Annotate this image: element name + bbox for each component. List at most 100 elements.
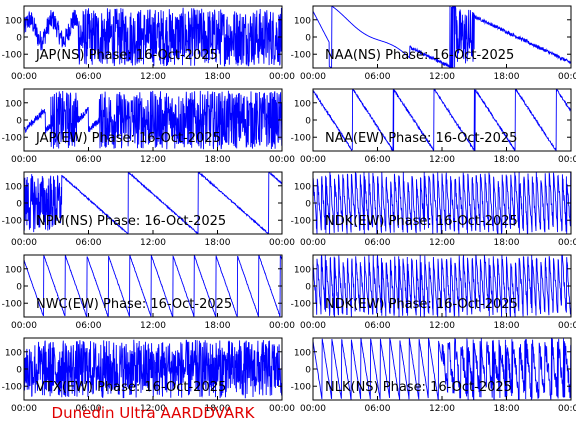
x-tick-label: 00:00 — [11, 238, 37, 248]
panel-ndk-ew: -100 0 100 00:00 06:00 12:00 18:00 00:00 NDK(EW)… — [291, 254, 576, 331]
panel-title: NWC(EW) Phase: 16-Oct-2025 — [36, 297, 232, 312]
panel-title: NAA(EW) Phase: 16-Oct-2025 — [325, 131, 517, 146]
x-tick-label: 18:00 — [205, 72, 231, 82]
footer-label: Dunedin Ultra AARDDVARK — [51, 404, 255, 422]
y-tick-label: 0 — [305, 283, 311, 293]
y-tick-label: -100 — [2, 134, 23, 144]
x-tick-label: 00:00 — [11, 72, 37, 82]
x-tick-label: 12:00 — [140, 72, 166, 82]
y-tick-label: 100 — [294, 265, 311, 275]
x-tick-label: 00:00 — [300, 404, 326, 414]
x-tick-label: 00:00 — [11, 155, 37, 165]
y-tick-label: -100 — [2, 217, 23, 227]
x-tick-label: 12:00 — [429, 238, 455, 248]
y-tick-label: 0 — [305, 200, 311, 210]
y-tick-label: 0 — [305, 34, 311, 44]
x-tick-label: 12:00 — [140, 155, 166, 165]
x-tick-label: 06:00 — [76, 155, 102, 165]
panel-title: JAP(EW) Phase: 16-Oct-2025 — [35, 131, 221, 146]
y-tick-label: 0 — [16, 200, 22, 210]
y-tick-label: -100 — [2, 51, 23, 61]
x-tick-label: 00:00 — [11, 404, 37, 414]
y-tick-label: -100 — [2, 300, 23, 310]
y-tick-label: -100 — [291, 383, 312, 393]
y-tick-label: 0 — [16, 34, 22, 44]
x-tick-label: 18:00 — [494, 321, 520, 331]
panel-naa-ns: -100 0 100 00:00 06:00 12:00 18:00 00:00 NAA(NS)… — [291, 5, 576, 82]
panel-title: NDK(EW) Phase: 16-Oct-2025 — [325, 214, 518, 229]
phase-trace — [24, 90, 282, 150]
panel-title: NLK(NS) Phase: 16-Oct-2025 — [325, 380, 512, 395]
x-tick-label: 12:00 — [429, 72, 455, 82]
y-tick-label: 100 — [5, 99, 22, 109]
x-tick-label: 00:00 — [11, 321, 37, 331]
y-tick-label: -100 — [291, 134, 312, 144]
panel-title: VTX(EW) Phase: 16-Oct-2025 — [36, 380, 226, 395]
phase-trace — [313, 338, 571, 400]
y-tick-label: 0 — [305, 117, 311, 127]
x-tick-label: 00:00 — [269, 321, 295, 331]
x-tick-label: 18:00 — [494, 238, 520, 248]
x-tick-label: 00:00 — [300, 321, 326, 331]
x-tick-label: 00:00 — [300, 155, 326, 165]
panel-jap-ew: -100 0 100 00:00 06:00 12:00 18:00 00:00 JAP(EW)… — [2, 88, 295, 165]
x-tick-label: 00:00 — [558, 238, 576, 248]
phase-trace — [313, 172, 571, 234]
x-tick-label: 18:00 — [205, 238, 231, 248]
panel-nwc-ew: -100 0 100 00:00 06:00 12:00 18:00 00:00 NWC(EW)… — [2, 254, 295, 331]
x-tick-label: 12:00 — [140, 404, 166, 414]
x-tick-label: 00:00 — [269, 238, 295, 248]
x-tick-label: 00:00 — [558, 404, 576, 414]
x-tick-label: 06:00 — [365, 404, 391, 414]
y-tick-label: 100 — [5, 16, 22, 26]
y-tick-label: -100 — [291, 51, 312, 61]
x-tick-label: 12:00 — [429, 404, 455, 414]
x-tick-label: 06:00 — [76, 72, 102, 82]
x-tick-label: 00:00 — [300, 72, 326, 82]
x-tick-label: 00:00 — [269, 72, 295, 82]
panel-nlk-ns: -100 0 100 00:00 06:00 12:00 18:00 00:00 NLK(NS)… — [291, 337, 576, 414]
panel-vtx-ew: -100 0 100 00:00 06:00 12:00 18:00 00:00 VTX(EW)… — [2, 337, 295, 414]
y-tick-label: 0 — [16, 366, 22, 376]
y-tick-label: 0 — [305, 366, 311, 376]
phase-trace — [24, 339, 282, 399]
phase-trace — [24, 255, 282, 317]
x-tick-label: 18:00 — [205, 155, 231, 165]
panel-ndk-ew: -100 0 100 00:00 06:00 12:00 18:00 00:00 NDK(EW)… — [291, 171, 576, 248]
x-tick-label: 00:00 — [558, 72, 576, 82]
x-tick-label: 18:00 — [205, 404, 231, 414]
x-tick-label: 06:00 — [365, 155, 391, 165]
y-tick-label: 100 — [5, 348, 22, 358]
y-tick-label: 100 — [5, 182, 22, 192]
x-tick-label: 06:00 — [365, 321, 391, 331]
x-tick-label: 06:00 — [365, 72, 391, 82]
phase-trace — [313, 255, 571, 317]
y-tick-label: -100 — [291, 300, 312, 310]
x-tick-label: 18:00 — [494, 404, 520, 414]
x-tick-label: 12:00 — [429, 321, 455, 331]
x-tick-label: 12:00 — [429, 155, 455, 165]
phase-trace — [313, 6, 571, 68]
x-tick-label: 18:00 — [205, 321, 231, 331]
x-tick-label: 06:00 — [365, 238, 391, 248]
y-tick-label: 100 — [294, 16, 311, 26]
y-tick-label: 100 — [5, 265, 22, 275]
x-tick-label: 06:00 — [76, 321, 102, 331]
x-tick-label: 00:00 — [558, 321, 576, 331]
y-tick-label: -100 — [291, 217, 312, 227]
panel-title: JAP(NS) Phase: 16-Oct-2025 — [35, 48, 218, 63]
x-tick-label: 00:00 — [269, 155, 295, 165]
phase-trace — [24, 7, 282, 67]
panel-npm-ns: -100 0 100 00:00 06:00 12:00 18:00 00:00 NPM(NS)… — [2, 171, 295, 248]
panel-title: NAA(NS) Phase: 16-Oct-2025 — [325, 48, 514, 63]
x-tick-label: 00:00 — [269, 404, 295, 414]
x-tick-label: 12:00 — [140, 321, 166, 331]
phase-trace — [24, 172, 282, 234]
y-tick-label: 100 — [294, 348, 311, 358]
y-tick-label: -100 — [2, 383, 23, 393]
panel-title: NPM(NS) Phase: 16-Oct-2025 — [36, 214, 226, 229]
x-tick-label: 18:00 — [494, 72, 520, 82]
x-tick-label: 00:00 — [300, 238, 326, 248]
y-tick-label: 0 — [16, 117, 22, 127]
